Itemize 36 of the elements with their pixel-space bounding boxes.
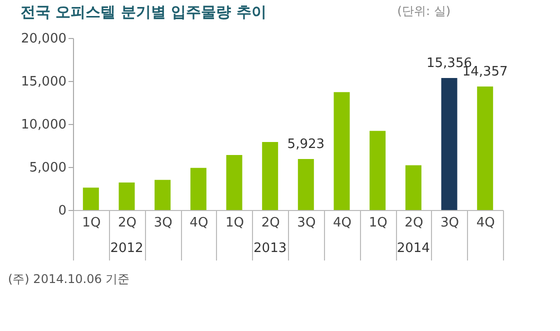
y-tick-label: 5,000 bbox=[29, 160, 66, 176]
chart-subtitle: (단위: 실) bbox=[397, 4, 451, 18]
bar bbox=[334, 92, 350, 210]
bar bbox=[118, 182, 135, 210]
text: (주) 2014.10.06 기준 bbox=[8, 271, 130, 288]
x-tick-label: 1Q bbox=[225, 216, 244, 230]
bar bbox=[441, 78, 458, 210]
x-tick-label: 2Q bbox=[404, 216, 424, 230]
bar bbox=[262, 142, 278, 210]
data-label: 5,923 bbox=[287, 137, 325, 152]
x-tick-label: 4Q bbox=[332, 216, 352, 230]
y-tick-label: 0 bbox=[58, 204, 66, 218]
bar bbox=[154, 180, 171, 210]
x-tick-label: 1Q bbox=[368, 216, 388, 230]
chart-title: 전국 오피스텔 분기별 입주물량 추이 bbox=[20, 3, 266, 21]
text: 2012 bbox=[110, 241, 144, 256]
bar bbox=[405, 165, 422, 210]
bar bbox=[82, 188, 99, 210]
text: 2013 bbox=[254, 241, 287, 256]
x-tick-label: 2Q bbox=[261, 216, 280, 230]
text: 2014 bbox=[396, 241, 430, 256]
bar bbox=[370, 130, 386, 210]
x-tick-label: 4Q bbox=[190, 216, 208, 230]
bar bbox=[477, 86, 494, 210]
y-tick-label: 10,000 bbox=[21, 118, 66, 132]
x-tick-label: 3Q bbox=[154, 216, 172, 230]
x-tick-label: 4Q bbox=[476, 216, 495, 230]
x-tick-label: 3Q bbox=[440, 216, 460, 230]
y-tick-label: 20,000 bbox=[21, 32, 66, 46]
x-tick-label: 3Q bbox=[297, 216, 316, 230]
x-tick-label: 1Q bbox=[82, 216, 101, 230]
y-tick-label: 15,000 bbox=[21, 74, 66, 90]
bar bbox=[190, 168, 206, 210]
x-tick-label: 2Q bbox=[118, 216, 137, 230]
bar bbox=[226, 154, 242, 210]
bar bbox=[298, 159, 314, 210]
